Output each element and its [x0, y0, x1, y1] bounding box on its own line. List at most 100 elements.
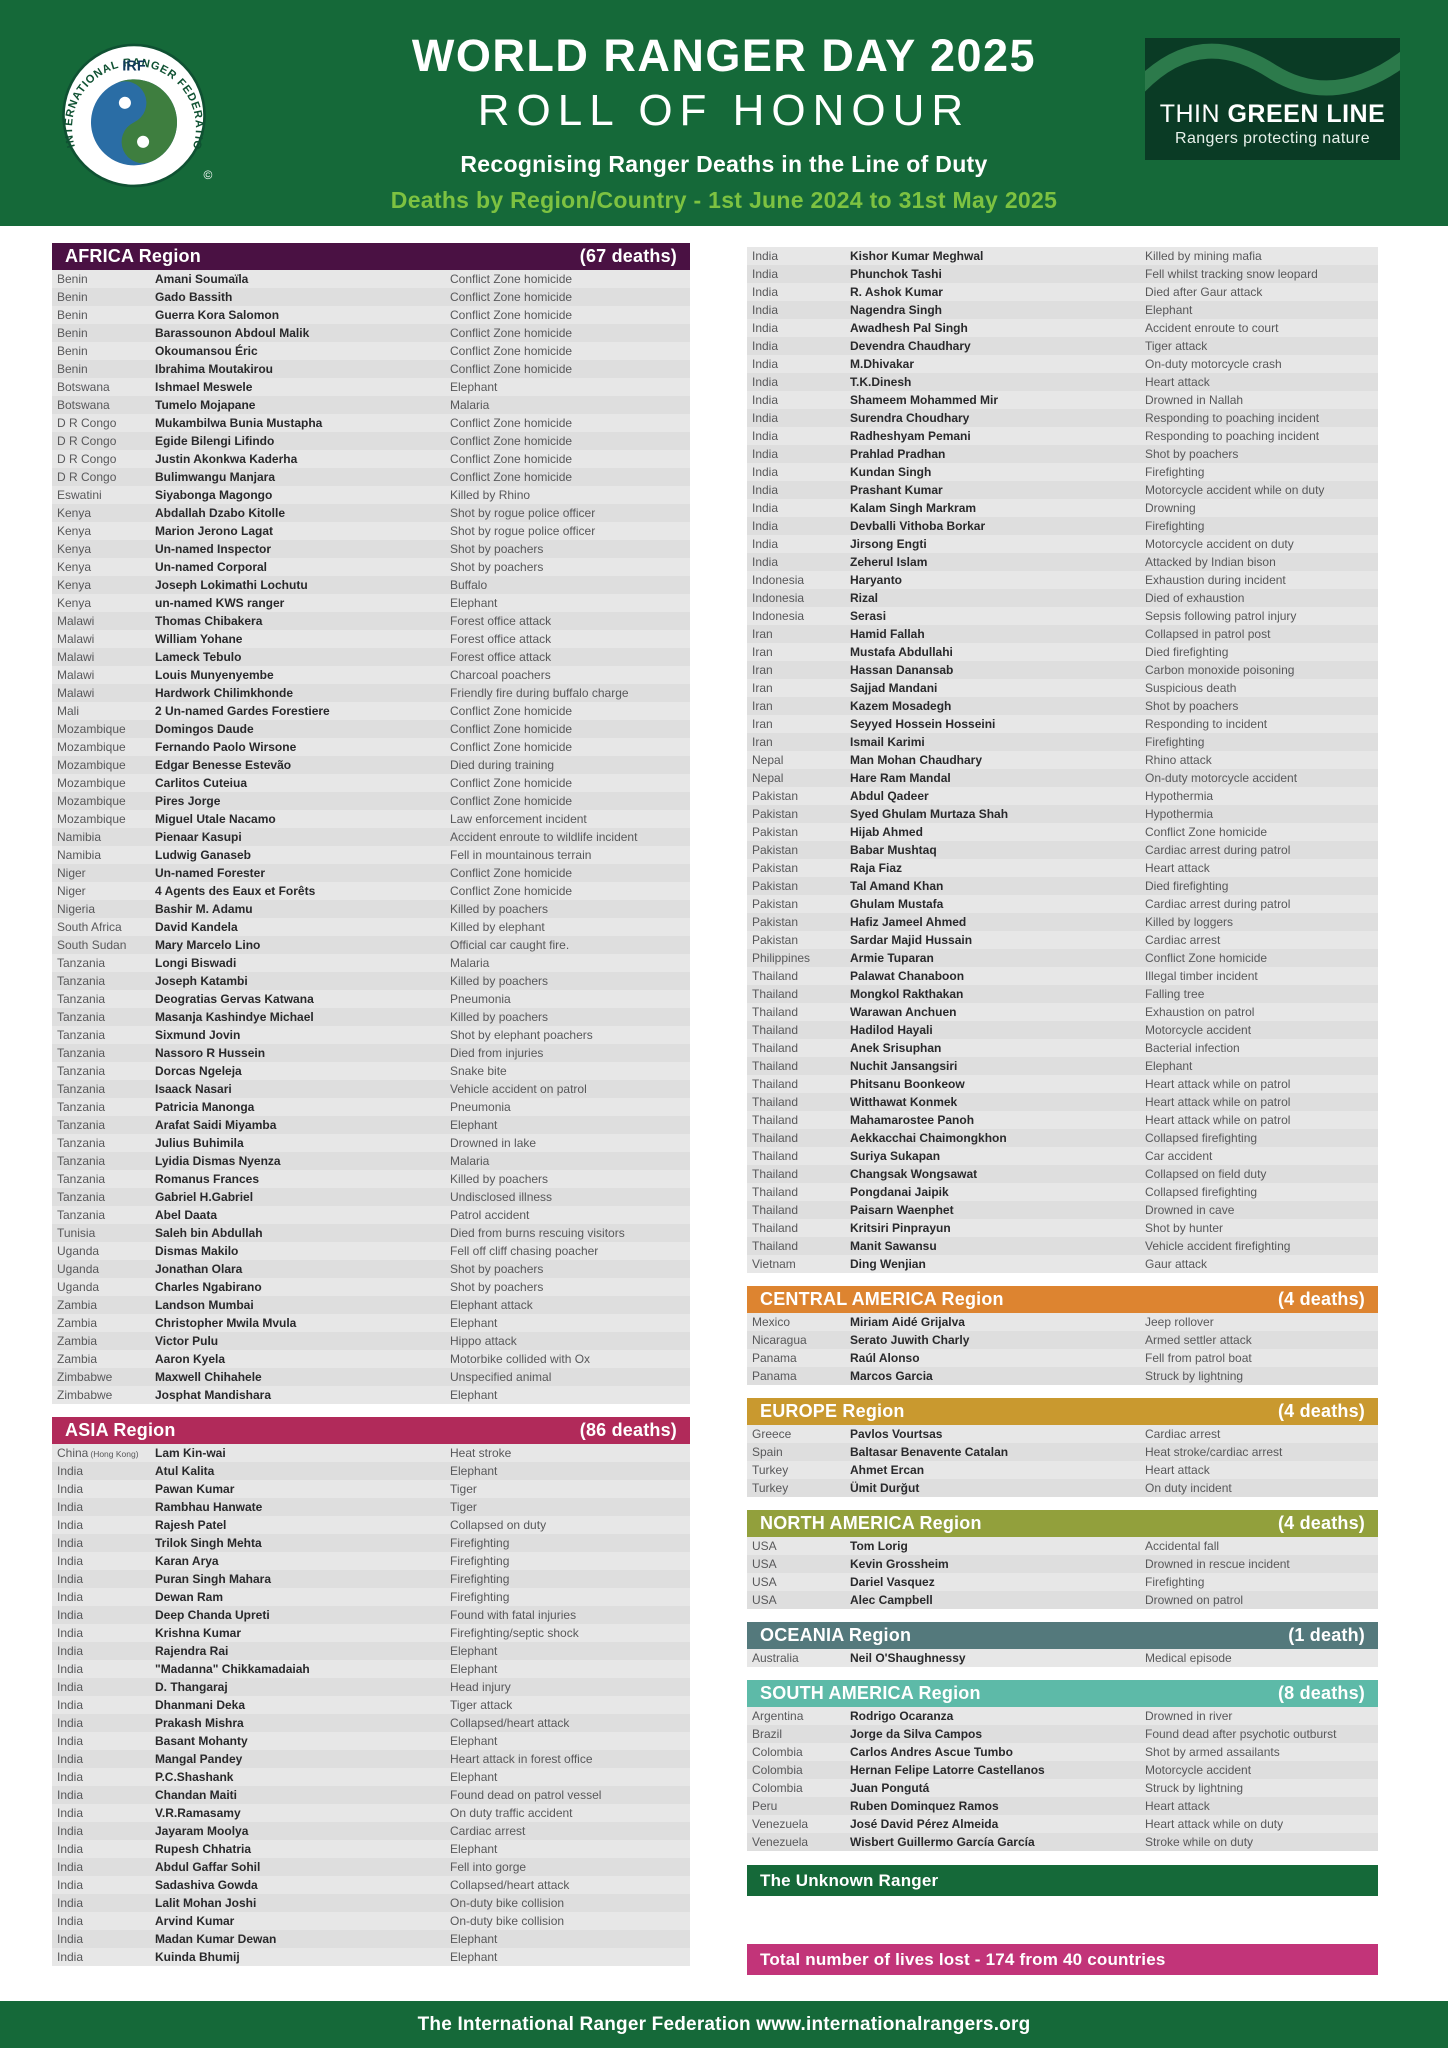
row-cause-of-death: Conflict Zone homicide [450, 326, 573, 340]
row-cause-of-death: Tiger [450, 1500, 477, 1514]
ranger-row: Namibia Pienaar Kasupi Accident enroute to… [52, 828, 690, 846]
ranger-row: India Kuinda Bhumij Elephant [52, 1948, 690, 1966]
row-ranger-name: Edgar Benesse Estevão [155, 758, 292, 772]
row-cause-of-death: Elephant [450, 1662, 498, 1676]
ranger-row: Thailand Mongkol Rakthakan Falling tree [747, 985, 1378, 1003]
row-cause-of-death: Elephant [450, 1464, 498, 1478]
row-cause-of-death: Shot by poachers [450, 542, 544, 556]
row-cause-of-death: Conflict Zone homicide [450, 884, 573, 898]
row-cause-of-death: Motorcycle accident [1145, 1023, 1252, 1037]
row-country: Tanzania [57, 1190, 106, 1204]
row-ranger-name: Un-named Inspector [155, 542, 272, 556]
ranger-row: USA Tom Lorig Accidental fall [747, 1537, 1378, 1555]
row-country: Venezuela [752, 1817, 809, 1831]
row-country: India [57, 1914, 84, 1928]
ranger-row: Thailand Mahamarostee Panoh Heart attack w… [747, 1111, 1378, 1129]
row-cause-of-death: Elephant [450, 1644, 498, 1658]
row-cause-of-death: Elephant [450, 1770, 498, 1784]
ranger-row: Brazil Jorge da Silva Campos Found dead af… [747, 1725, 1378, 1743]
row-country: India [57, 1680, 84, 1694]
ranger-row: South Sudan Mary Marcelo Lino Official car… [52, 936, 690, 954]
row-cause-of-death: Pneumonia [450, 1100, 511, 1114]
row-ranger-name: Jonathan Olara [155, 1262, 243, 1276]
ranger-row: India Radheshyam Pemani Responding to poac… [747, 427, 1378, 445]
row-country: Thailand [752, 1203, 799, 1217]
row-cause-of-death: Forest office attack [450, 650, 552, 664]
ranger-row: Tanzania Julius Buhimila Drowned in lake [52, 1134, 690, 1152]
row-ranger-name: V.R.Ramasamy [155, 1806, 241, 1820]
row-ranger-name: Louis Munyenyembe [155, 668, 274, 682]
row-country: Pakistan [752, 807, 799, 821]
row-country: Iran [752, 699, 773, 713]
row-ranger-name: Egide Bilengi Lifindo [155, 434, 275, 448]
row-country: Tunisia [57, 1226, 96, 1240]
ranger-row: India Phunchok Tashi Fell whilst tracking … [747, 265, 1378, 283]
row-ranger-name: Deogratias Gervas Katwana [155, 992, 314, 1006]
row-ranger-name: Tumelo Mojapane [155, 398, 256, 412]
ranger-row: Iran Sajjad Mandani Suspicious death [747, 679, 1378, 697]
row-cause-of-death: Died firefighting [1145, 645, 1229, 659]
ranger-row: Iran Ismail Karimi Firefighting [747, 733, 1378, 751]
ranger-row: Pakistan Hijab Ahmed Conflict Zone homicid… [747, 823, 1378, 841]
ranger-row: Vietnam Ding Wenjian Gaur attack [747, 1255, 1378, 1273]
row-country: India [752, 339, 779, 353]
row-cause-of-death: Collapsed in patrol post [1145, 627, 1271, 641]
row-country: India [57, 1644, 84, 1658]
row-ranger-name: R. Ashok Kumar [850, 285, 943, 299]
row-ranger-name: Hijab Ahmed [850, 825, 923, 839]
ranger-row: Iran Mustafa Abdullahi Died firefighting [747, 643, 1378, 661]
row-cause-of-death: Found dead after psychotic outburst [1145, 1727, 1337, 1741]
row-cause-of-death: Killed by elephant [450, 920, 545, 934]
row-ranger-name: D. Thangaraj [155, 1680, 228, 1694]
row-country: Malawi [57, 686, 95, 700]
region-header-oceania: OCEANIA Region (1 death) [747, 1622, 1378, 1649]
row-ranger-name: Charles Ngabirano [155, 1280, 262, 1294]
row-country: Panama [752, 1351, 797, 1365]
ranger-row: Zimbabwe Maxwell Chihahele Unspecified ani… [52, 1368, 690, 1386]
row-country: Colombia [752, 1763, 803, 1777]
row-cause-of-death: Friendly fire during buffalo charge [450, 686, 629, 700]
row-ranger-name: Sadashiva Gowda [155, 1878, 258, 1892]
ranger-row: Pakistan Babar Mushtaq Cardiac arrest duri… [747, 841, 1378, 859]
row-cause-of-death: Killed by poachers [450, 1010, 549, 1024]
row-country: India [752, 483, 779, 497]
row-cause-of-death: Drowned in cave [1145, 1203, 1235, 1217]
region-section-africa: AFRICA Region (67 deaths) Benin Amani Souma… [52, 243, 690, 1404]
ranger-row: Thailand Hadilod Hayali Motorcycle acciden… [747, 1021, 1378, 1039]
row-ranger-name: Julius Buhimila [155, 1136, 244, 1150]
row-cause-of-death: Malaria [450, 956, 490, 970]
row-country: Thailand [752, 1149, 799, 1163]
ranger-row: Zambia Aaron Kyela Motorbike collided with… [52, 1350, 690, 1368]
wave-icon [1145, 43, 1400, 96]
row-cause-of-death: Vehicle accident on patrol [450, 1082, 587, 1096]
ranger-row: Pakistan Syed Ghulam Murtaza Shah Hypother… [747, 805, 1378, 823]
row-ranger-name: Rajendra Rai [155, 1644, 229, 1658]
row-ranger-name: Dariel Vasquez [850, 1575, 935, 1589]
row-cause-of-death: Shot by poachers [1145, 699, 1239, 713]
row-country: Benin [57, 344, 88, 358]
region-section-asia: India Kishor Kumar Meghwal Killed by minin… [747, 247, 1378, 1273]
ranger-row: Mozambique Fernando Paolo Wirsone Conflict… [52, 738, 690, 756]
ranger-row: Benin Okoumansou Éric Conflict Zone homici… [52, 342, 690, 360]
region-rows: India Kishor Kumar Meghwal Killed by minin… [747, 247, 1378, 1273]
ranger-row: India Kishor Kumar Meghwal Killed by minin… [747, 247, 1378, 265]
row-ranger-name: Ding Wenjian [850, 1257, 926, 1271]
ranger-row: India Jayaram Moolya Cardiac arrest [52, 1822, 690, 1840]
region-rows: Benin Amani Soumaïla Conflict Zone homicid… [52, 270, 690, 1404]
row-cause-of-death: Law enforcement incident [450, 812, 587, 826]
region-title: ASIA Region [65, 1420, 176, 1440]
row-country: Tanzania [57, 1154, 106, 1168]
page-footer: The International Ranger Federation www.… [0, 2001, 1448, 2048]
row-cause-of-death: Drowned on patrol [1145, 1593, 1244, 1607]
row-country: India [752, 465, 779, 479]
row-ranger-name: Anek Srisuphan [850, 1041, 942, 1055]
row-country: India [57, 1932, 84, 1946]
ranger-row: India Dewan Ram Firefighting [52, 1588, 690, 1606]
row-ranger-name: Kundan Singh [850, 465, 932, 479]
row-country: South Africa [57, 920, 122, 934]
row-ranger-name: Armie Tuparan [850, 951, 934, 965]
row-ranger-name: Carlitos Cuteiua [155, 776, 248, 790]
row-country: Indonesia [752, 573, 805, 587]
ranger-row: India Zeherul Islam Attacked by Indian bis… [747, 553, 1378, 571]
ranger-row: India Sadashiva Gowda Collapsed/heart atta… [52, 1876, 690, 1894]
